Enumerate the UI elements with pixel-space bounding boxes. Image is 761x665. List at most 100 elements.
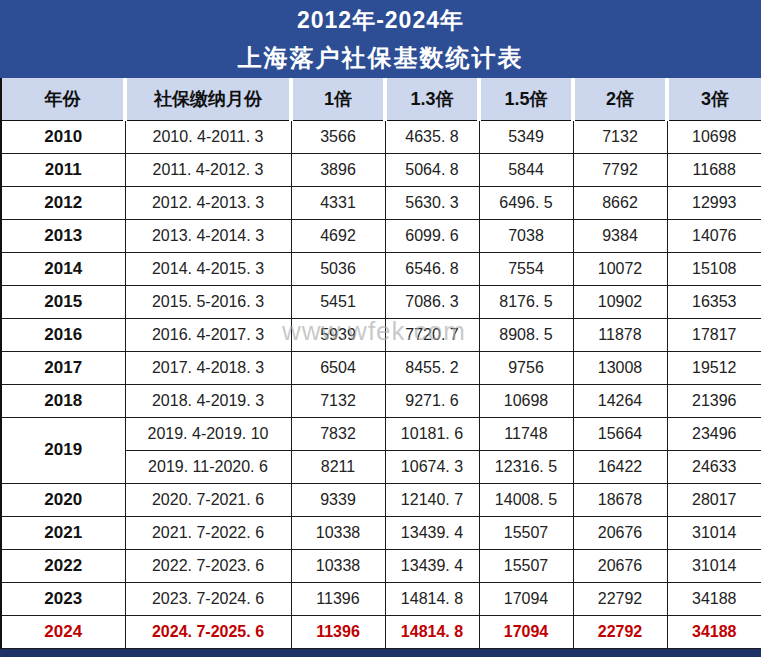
value-cell: 15664 — [573, 417, 667, 450]
year-cell-2019: 2019 — [1, 417, 125, 483]
year-cell: 2010 — [1, 120, 125, 153]
table-row-current-year: 2024 2024. 7-2025. 6 11396 14814. 8 1709… — [1, 615, 761, 648]
value-cell: 11688 — [667, 153, 761, 186]
value-cell: 8908. 5 — [479, 318, 573, 351]
months-cell: 2016. 4-2017. 3 — [125, 318, 291, 351]
value-cell: 6099. 6 — [385, 219, 479, 252]
col-header-1-3x: 1.3倍 — [385, 78, 479, 120]
months-cell: 2012. 4-2013. 3 — [125, 186, 291, 219]
value-cell: 4692 — [291, 219, 385, 252]
table-row: 2018 2018. 4-2019. 3 7132 9271. 6 10698 … — [1, 384, 761, 417]
table-row: 2021 2021. 7-2022. 6 10338 13439. 4 1550… — [1, 516, 761, 549]
year-cell: 2015 — [1, 285, 125, 318]
value-cell: 20676 — [573, 549, 667, 582]
year-cell: 2017 — [1, 351, 125, 384]
value-cell: 9384 — [573, 219, 667, 252]
value-cell: 9271. 6 — [385, 384, 479, 417]
value-cell: 17094 — [479, 582, 573, 615]
months-cell: 2010. 4-2011. 3 — [125, 120, 291, 153]
months-cell: 2019. 4-2019. 10 — [125, 417, 291, 450]
year-cell: 2023 — [1, 582, 125, 615]
table-row: 2010 2010. 4-2011. 3 3566 4635. 8 5349 7… — [1, 120, 761, 153]
col-header-2x: 2倍 — [573, 78, 667, 120]
table-row: 2015 2015. 5-2016. 3 5451 7086. 3 8176. … — [1, 285, 761, 318]
table-row: 2020 2020. 7-2021. 6 9339 12140. 7 14008… — [1, 483, 761, 516]
value-cell: 10698 — [667, 120, 761, 153]
months-cell: 2024. 7-2025. 6 — [125, 615, 291, 648]
months-cell: 2023. 7-2024. 6 — [125, 582, 291, 615]
months-cell: 2019. 11-2020. 6 — [125, 450, 291, 483]
value-cell: 10338 — [291, 516, 385, 549]
table-row: 2012 2012. 4-2013. 3 4331 5630. 3 6496. … — [1, 186, 761, 219]
value-cell: 14076 — [667, 219, 761, 252]
value-cell: 15108 — [667, 252, 761, 285]
table-row: 2014 2014. 4-2015. 3 5036 6546. 8 7554 1… — [1, 252, 761, 285]
year-cell: 2018 — [1, 384, 125, 417]
value-cell: 3566 — [291, 120, 385, 153]
col-header-3x: 3倍 — [667, 78, 761, 120]
value-cell: 23496 — [667, 417, 761, 450]
value-cell: 11396 — [291, 582, 385, 615]
value-cell: 15507 — [479, 549, 573, 582]
table-row: 2016 2016. 4-2017. 3 5939 7720. 7 8908. … — [1, 318, 761, 351]
col-header-year: 年份 — [1, 78, 125, 120]
value-cell: 8455. 2 — [385, 351, 479, 384]
months-cell: 2011. 4-2012. 3 — [125, 153, 291, 186]
col-header-1-5x: 1.5倍 — [479, 78, 573, 120]
value-cell: 4635. 8 — [385, 120, 479, 153]
value-cell: 8662 — [573, 186, 667, 219]
year-cell: 2024 — [1, 615, 125, 648]
value-cell: 21396 — [667, 384, 761, 417]
value-cell: 4331 — [291, 186, 385, 219]
value-cell: 7832 — [291, 417, 385, 450]
value-cell: 10072 — [573, 252, 667, 285]
value-cell: 14008. 5 — [479, 483, 573, 516]
value-cell: 31014 — [667, 549, 761, 582]
value-cell: 12316. 5 — [479, 450, 573, 483]
value-cell: 7554 — [479, 252, 573, 285]
bottom-border-bar — [0, 649, 761, 657]
value-cell: 5064. 8 — [385, 153, 479, 186]
value-cell: 18678 — [573, 483, 667, 516]
value-cell: 7792 — [573, 153, 667, 186]
value-cell: 13439. 4 — [385, 549, 479, 582]
value-cell: 14814. 8 — [385, 582, 479, 615]
months-cell: 2018. 4-2019. 3 — [125, 384, 291, 417]
value-cell: 11748 — [479, 417, 573, 450]
page-title: 上海落户社保基数统计表 — [238, 42, 524, 74]
value-cell: 5630. 3 — [385, 186, 479, 219]
value-cell: 17094 — [479, 615, 573, 648]
year-cell: 2011 — [1, 153, 125, 186]
value-cell: 28017 — [667, 483, 761, 516]
table-row: 2017 2017. 4-2018. 3 6504 8455. 2 9756 1… — [1, 351, 761, 384]
months-cell: 2015. 5-2016. 3 — [125, 285, 291, 318]
value-cell: 3896 — [291, 153, 385, 186]
year-cell: 2020 — [1, 483, 125, 516]
value-cell: 8211 — [291, 450, 385, 483]
value-cell: 9339 — [291, 483, 385, 516]
value-cell: 15507 — [479, 516, 573, 549]
col-header-1x: 1倍 — [291, 78, 385, 120]
title-year-range: 2012年-2024年 — [297, 5, 464, 36]
months-cell: 2022. 7-2023. 6 — [125, 549, 291, 582]
value-cell: 5939 — [291, 318, 385, 351]
value-cell: 10698 — [479, 384, 573, 417]
value-cell: 14264 — [573, 384, 667, 417]
year-cell: 2012 — [1, 186, 125, 219]
year-cell: 2016 — [1, 318, 125, 351]
value-cell: 17817 — [667, 318, 761, 351]
value-cell: 7132 — [573, 120, 667, 153]
value-cell: 34188 — [667, 615, 761, 648]
social-security-base-table: 年份 社保缴纳月份 1倍 1.3倍 1.5倍 2倍 3倍 2010 2010. … — [0, 78, 761, 649]
value-cell: 5844 — [479, 153, 573, 186]
value-cell: 31014 — [667, 516, 761, 549]
value-cell: 7720. 7 — [385, 318, 479, 351]
value-cell: 10902 — [573, 285, 667, 318]
value-cell: 24633 — [667, 450, 761, 483]
table-row: 2011 2011. 4-2012. 3 3896 5064. 8 5844 7… — [1, 153, 761, 186]
value-cell: 5451 — [291, 285, 385, 318]
value-cell: 8176. 5 — [479, 285, 573, 318]
table-row: 2019 2019. 4-2019. 10 7832 10181. 6 1174… — [1, 417, 761, 450]
value-cell: 16422 — [573, 450, 667, 483]
months-cell: 2020. 7-2021. 6 — [125, 483, 291, 516]
